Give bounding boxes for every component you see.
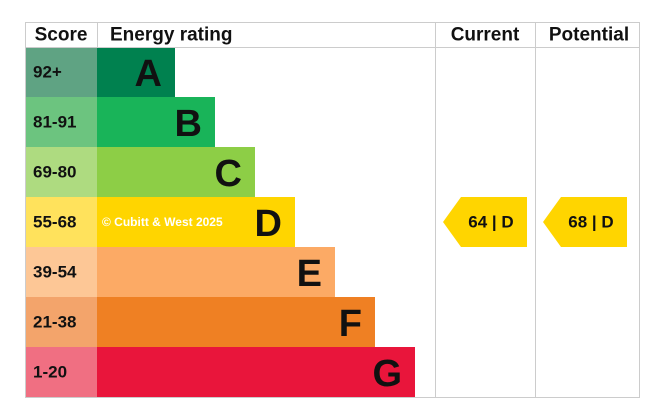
table-border <box>25 22 640 398</box>
potential-arrow <box>543 197 627 247</box>
rating-bar <box>97 297 375 347</box>
rating-letter: G <box>372 353 402 395</box>
header-current: Current <box>451 25 520 46</box>
score-label: 92+ <box>33 63 62 82</box>
rating-bar <box>97 247 335 297</box>
rating-letter: D <box>255 203 282 245</box>
rating-bar <box>97 347 415 397</box>
score-label: 21-38 <box>33 313 76 332</box>
rating-bar <box>97 197 295 247</box>
rating-letter: B <box>175 103 202 145</box>
score-cell <box>25 147 97 197</box>
score-cell <box>25 297 97 347</box>
rating-letter: A <box>135 53 162 95</box>
rating-letter: F <box>339 303 362 345</box>
potential-label: 68 | D <box>568 213 613 232</box>
score-label: 55-68 <box>33 213 76 232</box>
rating-bar <box>97 147 255 197</box>
score-label: 81-91 <box>33 113 76 132</box>
current-label: 64 | D <box>468 213 513 232</box>
score-label: 1-20 <box>33 363 67 382</box>
score-cell <box>25 347 97 397</box>
score-cell <box>25 247 97 297</box>
current-arrow <box>443 197 527 247</box>
rating-letter: E <box>297 253 322 295</box>
rating-bar <box>97 47 175 97</box>
score-label: 69-80 <box>33 163 76 182</box>
score-cell <box>25 47 97 97</box>
score-cell <box>25 97 97 147</box>
score-cell <box>25 197 97 247</box>
rating-bar <box>97 97 215 147</box>
header-score: Score <box>35 25 88 46</box>
watermark: © Cubitt & West 2025 <box>102 215 223 229</box>
header-potential: Potential <box>549 25 629 46</box>
rating-letter: C <box>215 153 242 195</box>
header-rating: Energy rating <box>110 25 232 46</box>
score-label: 39-54 <box>33 263 77 282</box>
